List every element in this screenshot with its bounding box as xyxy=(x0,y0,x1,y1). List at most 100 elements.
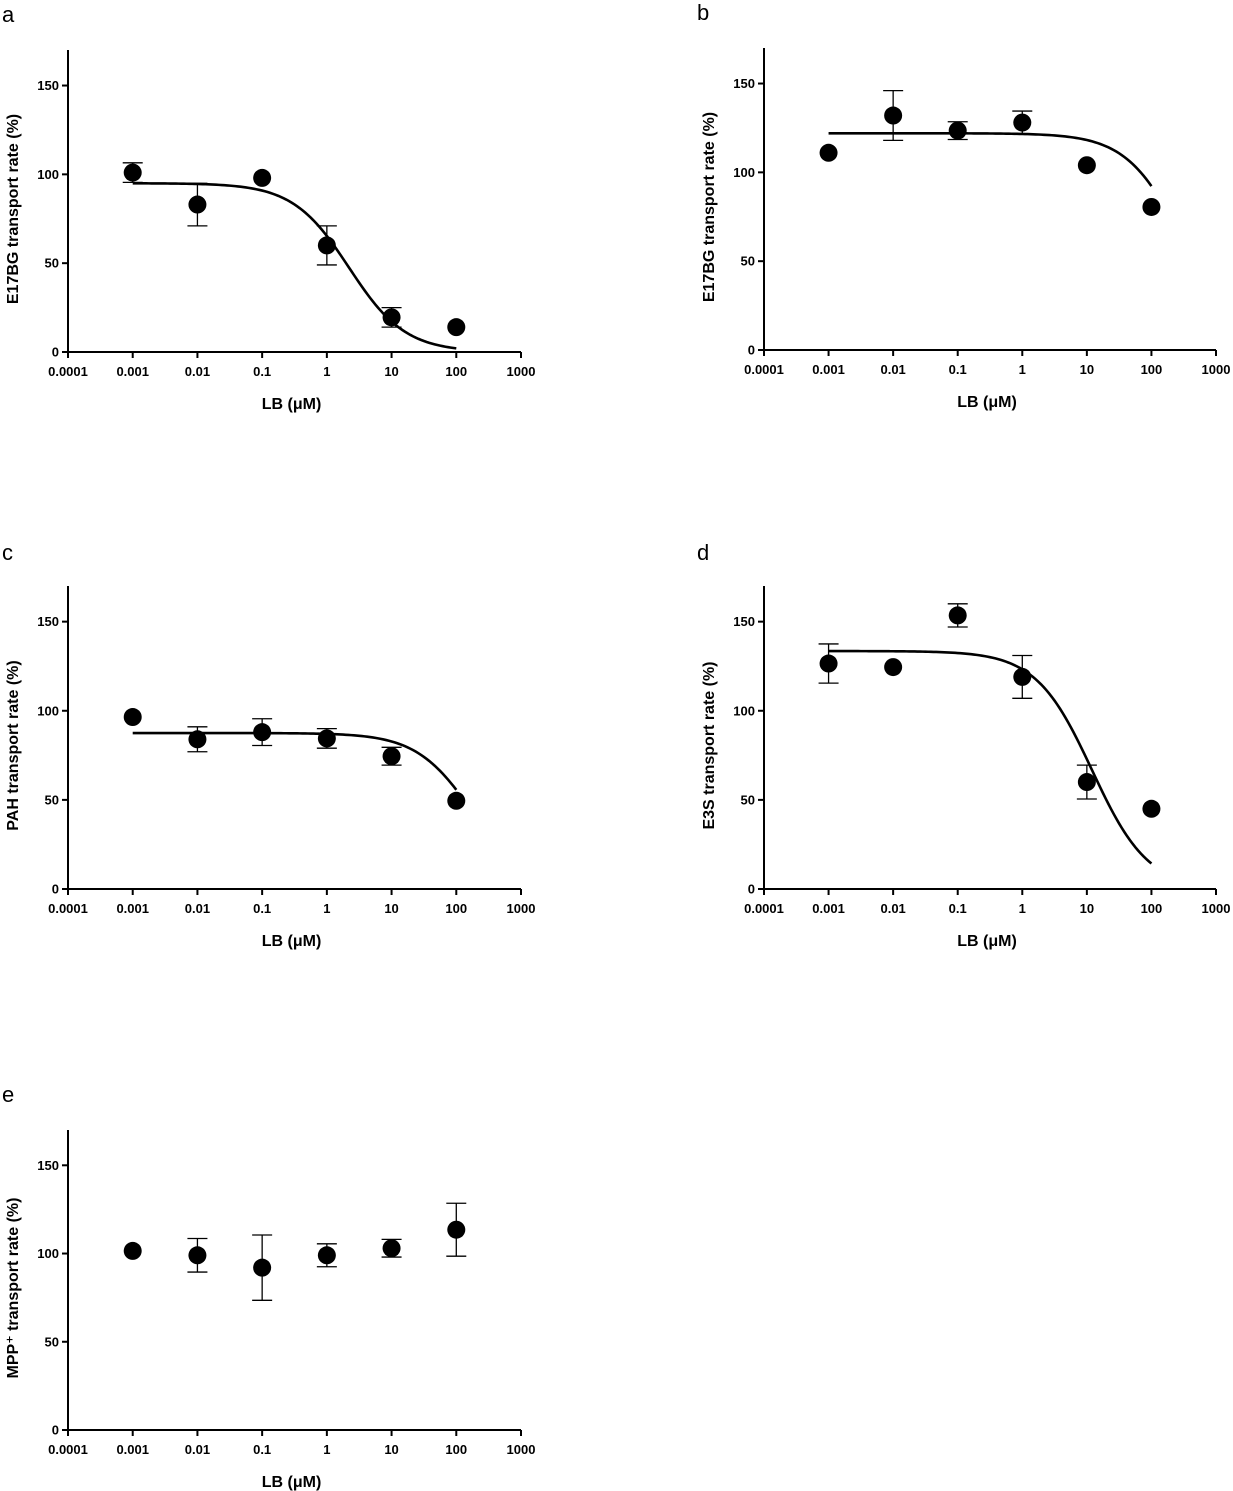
x-tick-label: 100 xyxy=(1141,901,1163,916)
x-axis-title: LB (μM) xyxy=(262,933,322,950)
panel-letter: a xyxy=(2,2,15,27)
y-tick-label: 150 xyxy=(37,78,59,93)
panel-a: a 0 50 100 150 0.0001 0.001 0.01 0.1 1 10 100 1000 LB… xyxy=(2,2,535,413)
y-tick-label: 0 xyxy=(52,1423,59,1438)
x-tick-label: 0.01 xyxy=(185,1442,210,1457)
x-tick-label: 100 xyxy=(445,901,467,916)
data-point xyxy=(382,747,401,766)
y-axis-title: E3S transport rate (%) xyxy=(701,661,718,829)
data-point xyxy=(123,163,142,182)
data-point xyxy=(1013,113,1032,132)
data-point xyxy=(1142,799,1161,818)
data-point xyxy=(1142,197,1161,216)
y-tick-label: 100 xyxy=(733,165,755,180)
x-tick-label: 10 xyxy=(384,364,398,379)
fit-curve xyxy=(132,182,457,350)
y-tick-label: 50 xyxy=(741,792,755,807)
x-tick-label: 0.001 xyxy=(116,364,149,379)
data-point xyxy=(1077,773,1096,792)
x-tick-label: 10 xyxy=(384,901,398,916)
data-point xyxy=(948,606,967,625)
x-tick-label: 0.01 xyxy=(880,362,905,377)
data-point xyxy=(819,143,838,162)
panel-letter: e xyxy=(2,1082,14,1107)
x-tick-label: 1000 xyxy=(507,364,536,379)
y-tick-label: 0 xyxy=(748,882,755,897)
x-tick-label: 0.0001 xyxy=(48,901,88,916)
y-tick-label: 50 xyxy=(45,256,59,271)
data-point xyxy=(317,1246,336,1265)
y-tick-label: 150 xyxy=(733,614,755,629)
panel-letter: b xyxy=(697,0,709,25)
y-axis-title: E17BG transport rate (%) xyxy=(701,112,718,302)
data-point xyxy=(253,168,272,187)
y-tick-label: 100 xyxy=(37,703,59,718)
x-tick-label: 0.01 xyxy=(185,364,210,379)
y-tick-label: 150 xyxy=(37,614,59,629)
data-point xyxy=(253,723,272,742)
data-point xyxy=(447,318,466,337)
x-tick-label: 10 xyxy=(1080,362,1094,377)
fit-curve xyxy=(828,649,1153,865)
y-tick-label: 100 xyxy=(733,703,755,718)
x-tick-label: 10 xyxy=(384,1442,398,1457)
data-point xyxy=(123,708,142,727)
y-tick-label: 0 xyxy=(52,345,59,360)
x-axis-title: LB (μM) xyxy=(957,394,1017,411)
data-point xyxy=(382,308,401,327)
x-tick-label: 0.0001 xyxy=(48,1442,88,1457)
data-point xyxy=(1013,667,1032,686)
data-point xyxy=(447,1220,466,1239)
fit-curve xyxy=(828,131,1153,187)
x-tick-label: 100 xyxy=(1141,362,1163,377)
x-tick-label: 1000 xyxy=(1202,362,1231,377)
x-axis-title: LB (μM) xyxy=(957,933,1017,950)
y-tick-label: 100 xyxy=(37,167,59,182)
x-tick-label: 0.0001 xyxy=(48,364,88,379)
panel-b: b 0 50 100 150 0.0001 0.001 0.01 0.1 1 10 100 1000 LB… xyxy=(697,0,1230,411)
data-point xyxy=(819,654,838,673)
x-axis-title: LB (μM) xyxy=(262,1474,322,1491)
y-tick-label: 50 xyxy=(45,792,59,807)
x-tick-label: 0.001 xyxy=(812,362,845,377)
x-tick-label: 0.1 xyxy=(253,901,271,916)
y-tick-label: 150 xyxy=(733,76,755,91)
x-tick-label: 0.01 xyxy=(880,901,905,916)
x-tick-label: 100 xyxy=(445,1442,467,1457)
x-tick-label: 0.001 xyxy=(116,1442,149,1457)
y-axis-title: PAH transport rate (%) xyxy=(5,660,22,830)
panel-e: e 0 50 100 150 0.0001 0.001 0.01 0.1 1 10 100 1000 LB… xyxy=(2,1082,535,1491)
panel-d: d 0 50 100 150 0.0001 0.001 0.01 0.1 1 10 100 1000 LB… xyxy=(697,540,1230,950)
x-tick-label: 1000 xyxy=(507,1442,536,1457)
x-tick-label: 1000 xyxy=(507,901,536,916)
x-tick-label: 10 xyxy=(1080,901,1094,916)
data-point xyxy=(317,236,336,255)
x-tick-label: 1000 xyxy=(1202,901,1231,916)
data-point xyxy=(884,106,903,125)
x-tick-label: 0.01 xyxy=(185,901,210,916)
x-tick-label: 0.1 xyxy=(949,901,967,916)
x-tick-label: 1 xyxy=(323,364,330,379)
y-tick-label: 0 xyxy=(748,343,755,358)
y-tick-label: 150 xyxy=(37,1158,59,1173)
panel-letter: c xyxy=(2,540,13,565)
x-axis-title: LB (μM) xyxy=(262,396,322,413)
x-tick-label: 1 xyxy=(1019,362,1026,377)
x-tick-label: 0.001 xyxy=(812,901,845,916)
y-tick-label: 50 xyxy=(741,254,755,269)
fit-curve xyxy=(132,731,458,791)
y-tick-label: 100 xyxy=(37,1246,59,1261)
panel-c: c 0 50 100 150 0.0001 0.001 0.01 0.1 1 10 100 1000 LB… xyxy=(2,540,535,950)
data-point xyxy=(884,658,903,677)
data-point xyxy=(948,121,967,140)
x-tick-label: 1 xyxy=(1019,901,1026,916)
data-point xyxy=(188,195,207,214)
x-tick-label: 0.0001 xyxy=(744,362,784,377)
x-tick-label: 0.1 xyxy=(253,364,271,379)
x-tick-label: 0.0001 xyxy=(744,901,784,916)
y-axis-title: MPP⁺ transport rate (%) xyxy=(5,1198,22,1379)
data-point xyxy=(382,1239,401,1258)
data-point xyxy=(447,791,466,810)
x-tick-label: 100 xyxy=(445,364,467,379)
